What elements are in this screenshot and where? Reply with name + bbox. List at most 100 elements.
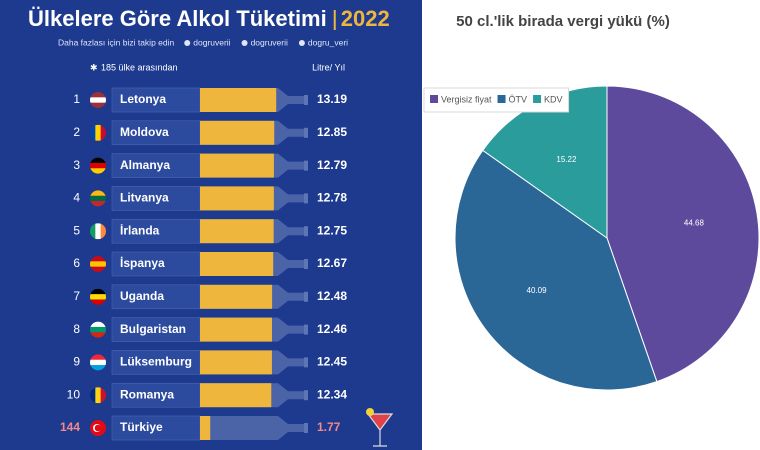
flag-stripe (95, 223, 101, 240)
flag-stripe (90, 332, 106, 338)
label-box (111, 284, 201, 310)
slice-label: 40.09 (527, 286, 548, 295)
flag-stripe (90, 387, 96, 404)
label-box (111, 186, 201, 211)
legend-swatch (533, 95, 542, 103)
bar (200, 186, 274, 211)
label-box (111, 350, 201, 375)
label-box (111, 153, 201, 178)
legend: Vergisiz fiyat ÖTV KDV (423, 87, 570, 113)
social-handle: dogru_veri (308, 37, 348, 47)
chart-title: Ülkelere Göre Alkol Tüketimi (28, 6, 327, 31)
note: 185 ülke arasından (101, 62, 178, 72)
bottle-cap (304, 127, 308, 138)
bar (200, 383, 272, 408)
category-label: İrlanda (120, 222, 160, 237)
label-box (111, 382, 201, 408)
social-handle: dogruverii (193, 37, 230, 47)
label-box (111, 317, 201, 342)
rank: 10 (67, 387, 81, 401)
slice-label: 44.68 (684, 218, 705, 227)
flag-stripe (90, 102, 106, 108)
flag-stripe (95, 124, 101, 141)
bottle-neck (278, 317, 306, 342)
category-label: Uganda (120, 289, 164, 303)
bottle-neck (278, 186, 306, 211)
bar (200, 88, 277, 112)
unit: Litre/ Yıl (312, 62, 345, 72)
flag-stripe (95, 387, 101, 404)
bar (200, 120, 275, 145)
bottle-neck (278, 284, 306, 309)
flag-stripe (90, 190, 106, 197)
bottle-cap (304, 324, 308, 335)
bar (200, 350, 272, 375)
bottle-cap (304, 160, 308, 171)
value-label: 12.85 (317, 125, 347, 139)
flag-stripe (90, 168, 106, 174)
bar (200, 252, 274, 276)
bottle-neck (278, 350, 306, 375)
bottle-cap (304, 226, 308, 237)
flag-stripe (90, 326, 106, 333)
cocktail-lemon (366, 408, 374, 416)
flag-stripe (100, 124, 106, 141)
value-label: 12.48 (317, 289, 347, 303)
bottle-neck (278, 120, 306, 145)
flag-stripe (90, 266, 106, 272)
pie-slice (606, 85, 760, 383)
category-label: Türkiye (120, 420, 163, 434)
label-box (111, 120, 201, 146)
flag-stripe (90, 223, 96, 240)
flag-crescent-cut (94, 424, 102, 432)
bottle-cap (304, 423, 308, 433)
social-icon (241, 40, 248, 46)
rank: 8 (73, 322, 80, 336)
value-label: 12.79 (317, 158, 347, 172)
label-box (111, 251, 201, 277)
flag-stripe (100, 387, 106, 404)
bottle-cap (304, 95, 308, 105)
cocktail-glass (366, 413, 394, 447)
bottle-cap (304, 291, 308, 302)
flag-stripe (90, 97, 106, 103)
bottle-neck (278, 252, 306, 276)
flag-stripe (90, 162, 106, 169)
bar (200, 317, 272, 342)
category-label: Bulgaristan (120, 322, 186, 336)
bottle-cap (304, 193, 308, 204)
label-box (111, 87, 201, 113)
category-label: Litvanya (120, 191, 169, 205)
rank: 4 (73, 191, 80, 205)
note-star: ✱ (90, 62, 98, 72)
flag-stripe (90, 365, 106, 371)
bar (200, 284, 273, 309)
legend-swatch (497, 95, 506, 103)
value-label: 12.78 (317, 191, 347, 205)
rank: 144 (60, 420, 80, 434)
category-label: İspanya (120, 255, 165, 270)
legend-label: ÖTV (509, 94, 528, 104)
rank: 2 (73, 125, 80, 139)
category-label: Letonya (120, 92, 166, 106)
category-label: Lüksemburg (120, 355, 192, 369)
label-box (111, 218, 201, 244)
category-label: Romanya (120, 387, 174, 401)
pie-slice (454, 149, 658, 391)
flag-stripe (90, 201, 106, 207)
flag-stripe (90, 354, 106, 361)
label-box (111, 415, 201, 441)
bottle-cap (304, 390, 308, 401)
flag-stripe (90, 256, 106, 262)
bar (200, 416, 211, 440)
bar (200, 153, 274, 178)
bottle-cap (304, 259, 308, 269)
flag-stripe (90, 157, 106, 164)
legend-label: Vergisiz fiyat (441, 94, 492, 104)
legend-label: KDV (544, 94, 563, 104)
slice-label: 15.22 (556, 155, 577, 164)
title-year: 2022 (341, 6, 390, 31)
rank: 1 (73, 92, 80, 106)
flag-stripe (90, 294, 106, 300)
social-handle: dogruverii (251, 37, 288, 47)
